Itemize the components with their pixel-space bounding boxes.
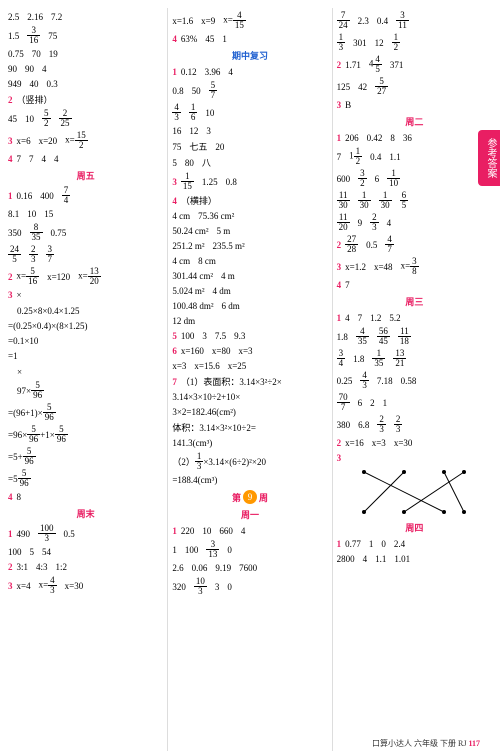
column-3: 7242.30.4311 133011212 21.71445371 12542…	[333, 8, 496, 751]
midterm-header: 期中复习	[172, 49, 327, 62]
day5-header: 周五	[8, 169, 163, 182]
answer-tab: 参考答案	[478, 130, 500, 186]
day1-header: 周一	[172, 508, 327, 521]
column-2: x=1.6x=9x=415 463%451 期中复习 10.123.964 0.…	[168, 8, 332, 751]
day3-header: 周三	[337, 295, 492, 308]
matching-diagram	[354, 467, 474, 517]
day2-header: 周二	[337, 115, 492, 128]
week9-header: 第9周	[172, 490, 327, 504]
weekend-header: 周末	[8, 507, 163, 520]
day4-header: 周四	[337, 521, 492, 534]
column-1: 2.52.167.2 1.531675 0.757019 90904 94940…	[4, 8, 168, 751]
page-footer: 口算小达人 六年级 下册 RJ 117	[372, 738, 480, 749]
